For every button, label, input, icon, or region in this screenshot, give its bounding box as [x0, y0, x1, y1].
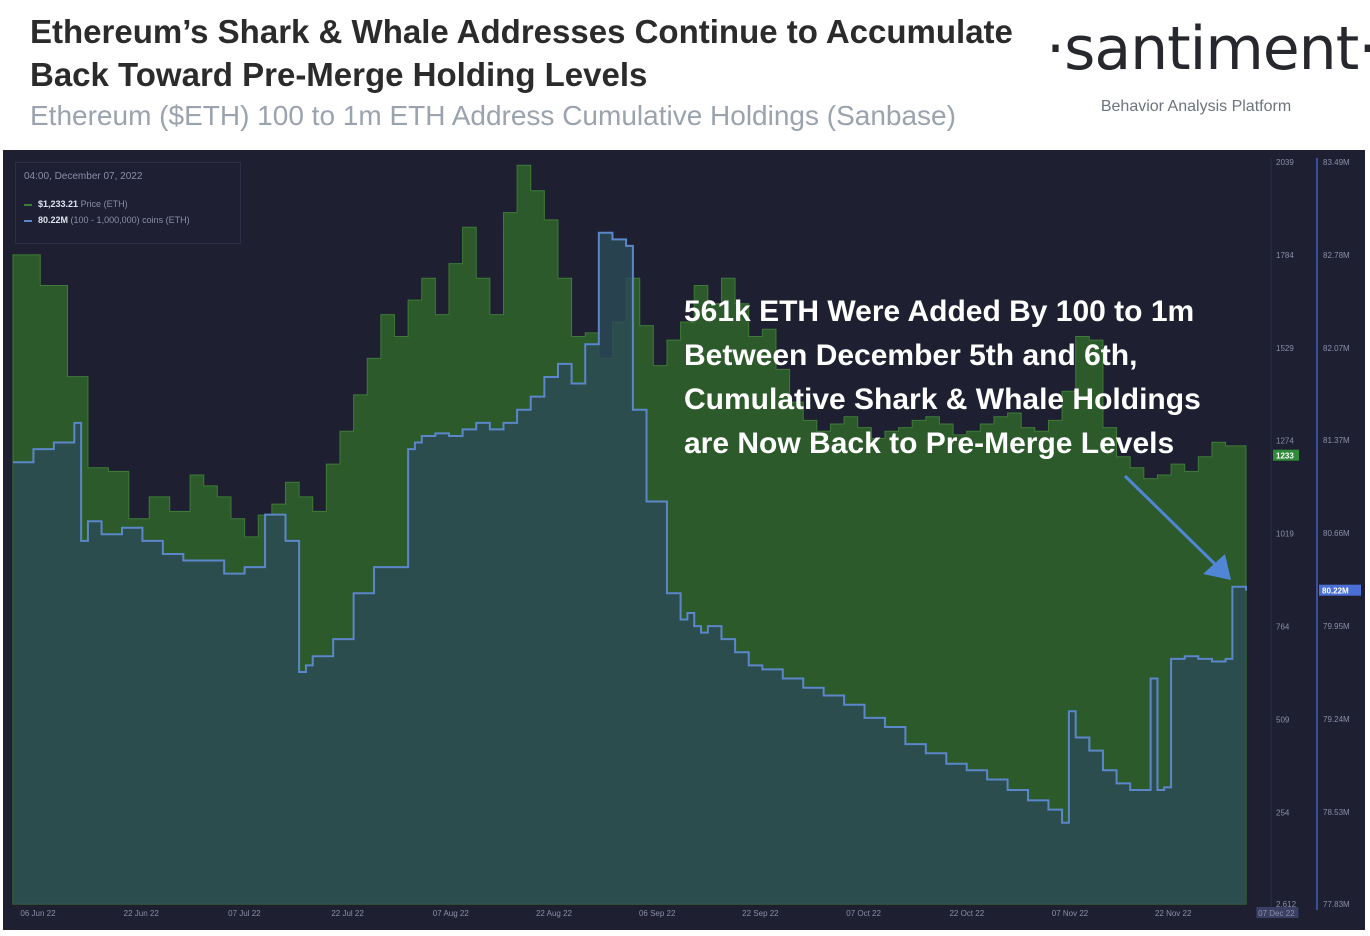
x-axis-tick: 06 Sep 22	[639, 909, 676, 918]
brand-tagline: Behavior Analysis Platform	[1100, 98, 1292, 115]
x-axis-tick: 22 Jun 22	[124, 909, 160, 918]
price-axis-tick: 1274	[1276, 437, 1294, 446]
x-axis-tick: 07 Oct 22	[846, 909, 881, 918]
annotation-arrow-head	[1203, 554, 1231, 580]
x-axis-tick: 07 Nov 22	[1052, 909, 1089, 918]
brand-logo: ·santiment·	[1046, 14, 1370, 84]
price-axis-tick: 764	[1276, 623, 1290, 632]
x-axis-current-badge	[1256, 907, 1299, 918]
annotation-arrow-shaft	[1123, 474, 1223, 572]
price-legend-marker	[24, 203, 32, 206]
x-axis-tick: 22 Jul 22	[331, 909, 364, 918]
holdings-series-area	[13, 232, 1246, 905]
tooltip-date: 04:00, December 07, 2022	[24, 171, 143, 182]
holdings-axis-tick: 78.53M	[1323, 808, 1350, 817]
tooltip-holdings-row: 80.22M (100 - 1,000,000) coins (ETH)	[24, 215, 190, 225]
holdings-axis-tick: 82.07M	[1323, 344, 1350, 353]
x-axis-tick: 07 Dec 22	[1258, 909, 1295, 918]
tooltip-price-value: $1,233.21	[38, 199, 79, 209]
holdings-current-badge	[1319, 584, 1361, 596]
chart-title: Ethereum’s Shark & Whale Addresses Conti…	[30, 13, 1013, 93]
x-axis-tick: 06 Jun 22	[20, 909, 56, 918]
chart-subtitle: Ethereum ($ETH) 100 to 1m ETH Address Cu…	[30, 100, 956, 131]
price-current-badge	[1273, 449, 1299, 461]
x-axis-tick: 22 Oct 22	[949, 909, 984, 918]
holdings-axis-tick: 81.37M	[1323, 436, 1350, 445]
brand-block: ·santiment· Behavior Analysis Platform	[1046, 14, 1370, 124]
holdings-axis-tick: 79.24M	[1323, 715, 1350, 724]
chart-svg: santiment203917841529127410197645092542.…	[12, 158, 1361, 918]
holdings-series-line	[13, 231, 1247, 824]
price-axis-tick: 1784	[1276, 251, 1294, 260]
x-axis-tick: 07 Aug 22	[433, 909, 470, 918]
holdings-axis-tick: 82.78M	[1323, 251, 1350, 260]
tooltip-holdings-label: (100 - 1,000,000) coins (ETH)	[70, 215, 190, 225]
x-axis-tick: 22 Sep 22	[742, 909, 779, 918]
holdings-current-badge-text: 80.22M	[1322, 587, 1349, 596]
x-axis-tick: 07 Jul 22	[228, 909, 261, 918]
price-axis-tick: 1019	[1276, 530, 1294, 539]
holdings-axis-tick: 77.83M	[1323, 900, 1350, 909]
price-axis-tick: 1529	[1276, 344, 1294, 353]
chart-tooltip: 04:00, December 07, 2022 $1,233.21 Price…	[15, 162, 241, 244]
price-axis-tick: 2.612	[1276, 900, 1297, 909]
x-axis-tick: 22 Nov 22	[1155, 909, 1192, 918]
price-axis-tick: 509	[1276, 715, 1290, 724]
tooltip-price-row: $1,233.21 Price (ETH)	[24, 199, 128, 209]
tooltip-price-label: Price (ETH)	[80, 199, 128, 209]
holdings-legend-marker	[24, 219, 32, 222]
holdings-axis-tick: 83.49M	[1323, 158, 1350, 167]
tooltip-holdings-value: 80.22M	[38, 215, 69, 225]
price-current-badge-text: 1233	[1276, 452, 1294, 461]
annotation-text: 561k ETH Were Added By 100 to 1m Between…	[684, 295, 1201, 460]
x-axis-tick: 22 Aug 22	[536, 909, 573, 918]
price-axis-tick: 254	[1276, 808, 1290, 817]
holdings-axis-tick: 79.95M	[1323, 622, 1350, 631]
price-axis-tick: 2039	[1276, 158, 1294, 167]
holdings-axis-tick: 80.66M	[1323, 529, 1350, 538]
chart-frame: santiment203917841529127410197645092542.…	[3, 150, 1365, 930]
